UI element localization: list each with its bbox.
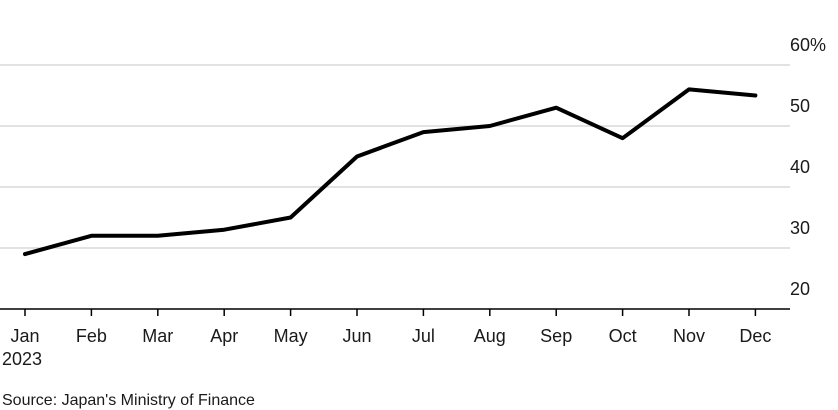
- y-tick-label-40: 40: [790, 157, 810, 177]
- x-tick-label-oct: Oct: [609, 326, 637, 346]
- x-tick-label-jan: Jan: [10, 326, 39, 346]
- y-tick-label-50: 50: [790, 96, 810, 116]
- x-tick-label-sep: Sep: [540, 326, 572, 346]
- x-tick-label-jun: Jun: [342, 326, 371, 346]
- x-tick-label-apr: Apr: [210, 326, 238, 346]
- series-line-0: [23, 87, 758, 257]
- x-tick-label-aug: Aug: [474, 326, 506, 346]
- y-axis-labels: 20 30 40 50 60%: [790, 35, 826, 299]
- gridlines: [0, 64, 790, 249]
- y-tick-label-60: 60%: [790, 35, 826, 55]
- x-tick-label-mar: Mar: [142, 326, 173, 346]
- x-axis-labels: Jan Feb Mar Apr May Jun Jul Aug Sep Oct Nov Dec: [10, 326, 771, 346]
- x-tick-label-dec: Dec: [739, 326, 771, 346]
- x-axis-year-label: 2023: [2, 349, 42, 369]
- x-axis: [0, 308, 790, 316]
- source-note: Source: Japan's Ministry of Finance: [2, 392, 255, 409]
- y-tick-label-20: 20: [790, 279, 810, 299]
- x-tick-label-may: May: [274, 326, 308, 346]
- x-tick-label-jul: Jul: [412, 326, 435, 346]
- y-tick-label-30: 30: [790, 218, 810, 238]
- series-layer: [23, 87, 758, 257]
- x-tick-label-feb: Feb: [76, 326, 107, 346]
- x-tick-label-nov: Nov: [673, 326, 705, 346]
